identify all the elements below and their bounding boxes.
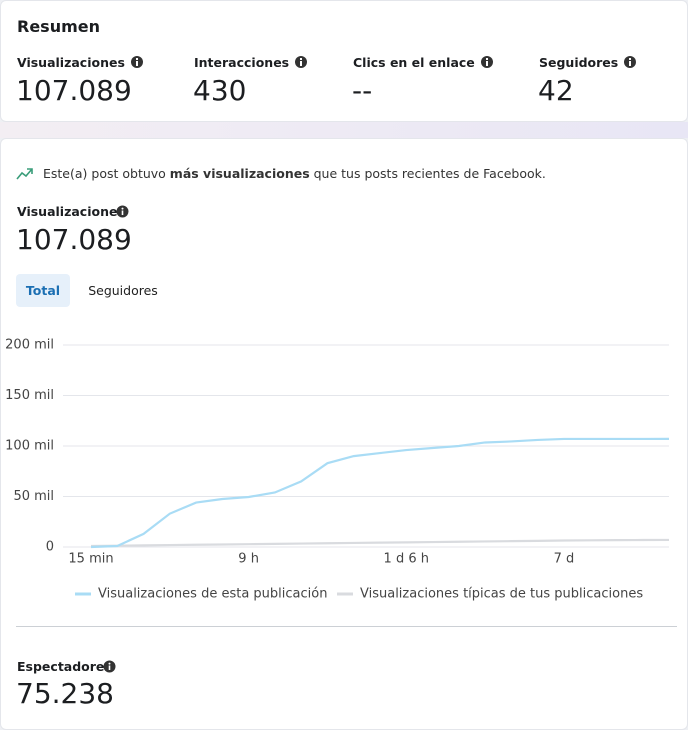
metric-value: 107.089 (16, 74, 132, 107)
insight-text: que tus posts recientes de Facebook. (313, 166, 546, 181)
summary-card: Resumen Visualizaciones 107.089 Interaccio… (0, 0, 688, 122)
insight-text: Este(a) post obtuvo (43, 166, 166, 181)
info-dot (485, 58, 488, 60)
y-tick-label: 0 (46, 540, 54, 555)
info-dot (300, 58, 303, 60)
metric-label: Visualizaciones (17, 55, 125, 70)
y-tick-label: 50 mil (13, 489, 54, 504)
metric-value: 42 (538, 74, 574, 107)
chart: 0 50 mil 100 mil 150 mil 200 mil 15 min 9 h 1 d… (5, 338, 670, 602)
insight: Este(a) post obtuvo más visualizaciones … (43, 166, 546, 181)
x-tick-label: 7 d (554, 552, 575, 567)
info-icon (480, 56, 493, 68)
info-bar (135, 61, 138, 66)
legend-label: Visualizaciones de esta publicación (98, 587, 327, 602)
summary-title: Resumen (17, 17, 100, 36)
info-icon (624, 56, 637, 68)
post-card: Este(a) post obtuvo más visualizaciones … (0, 138, 688, 730)
tab[interactable]: Seguidores (88, 283, 158, 298)
info-icon (103, 660, 116, 673)
info-icon (116, 205, 129, 218)
metric-value: 430 (193, 74, 247, 107)
metric-label: Clics en el enlace (353, 55, 475, 70)
info-dot (629, 58, 632, 60)
insight-bold: más visualizaciones (169, 166, 310, 181)
x-tick-label: 15 min (68, 552, 113, 567)
tab-active[interactable]: Total (16, 274, 70, 307)
legend-label: Visualizaciones típicas de tus publicaci… (360, 587, 643, 602)
y-tick-label: 100 mil (5, 439, 54, 454)
spectators-value: 75.238 (16, 677, 114, 710)
info-bar (629, 61, 632, 66)
metric-value: 107.089 (16, 223, 132, 256)
x-tick-label: 1 d 6 h (384, 552, 429, 567)
info-dot (135, 58, 138, 60)
metric-label: Seguidores (539, 55, 619, 70)
series-line (90, 437, 670, 549)
y-tick-label: 200 mil (5, 338, 54, 353)
y-tick-label: 150 mil (5, 388, 54, 403)
series-line (90, 538, 670, 548)
metric-label: Visualizaciones (17, 204, 125, 219)
info-icon (130, 56, 143, 68)
metric-label: Interacciones (194, 55, 290, 70)
info-bar (485, 61, 488, 66)
info-bar (300, 61, 303, 66)
x-tick-label: 9 h (238, 552, 259, 567)
divider-band (0, 122, 688, 138)
trend-icon (16, 168, 33, 180)
spectators-label: Espectadores (17, 659, 112, 674)
divider (16, 626, 677, 627)
metric-value: -- (352, 74, 373, 107)
info-icon (295, 56, 308, 68)
